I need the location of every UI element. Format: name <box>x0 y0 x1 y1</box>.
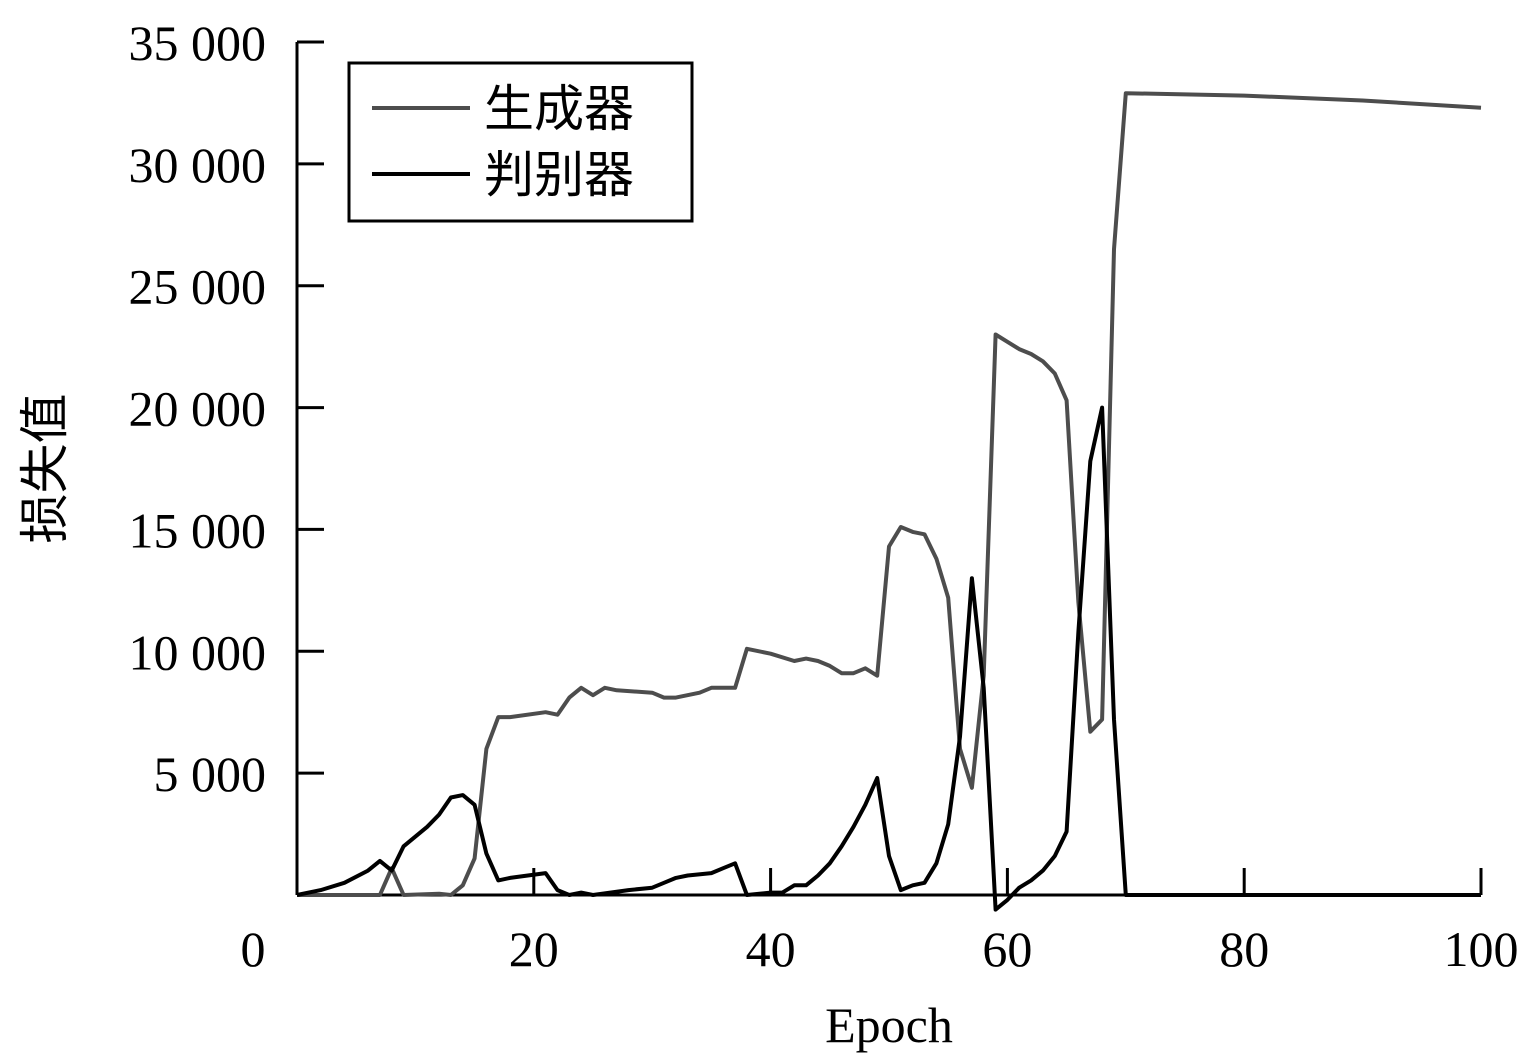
series-line-generator <box>297 91 1482 897</box>
y-tick-label: 10 000 <box>129 624 267 680</box>
axes: 5 000 10 000 15 000 20 000 25 000 30 000 35 00… <box>17 15 1519 1053</box>
x-tick-label: 0 <box>241 921 266 977</box>
x-tick-label: 60 <box>982 921 1032 977</box>
x-tick-label: 100 <box>1444 921 1519 977</box>
series-layer <box>296 91 1482 912</box>
y-tick-label: 25 000 <box>129 259 267 315</box>
series-line-discriminator <box>296 405 1481 912</box>
y-tick-label: 20 000 <box>129 381 267 437</box>
legend-label: 生成器 <box>484 80 634 138</box>
y-tick-label: 5 000 <box>154 746 267 802</box>
x-tick-label: 80 <box>1219 921 1269 977</box>
legend-box <box>347 61 694 223</box>
x-axis-title: Epoch <box>825 997 953 1053</box>
legend-label: 判别器 <box>484 146 634 204</box>
y-tick-label: 30 000 <box>129 137 267 193</box>
y-axis-title: 损失值 <box>17 394 73 544</box>
x-tick-label: 20 <box>509 921 559 977</box>
y-tick-label: 15 000 <box>129 502 267 558</box>
y-tick-label: 35 000 <box>129 15 267 71</box>
x-tick-label: 40 <box>746 921 796 977</box>
